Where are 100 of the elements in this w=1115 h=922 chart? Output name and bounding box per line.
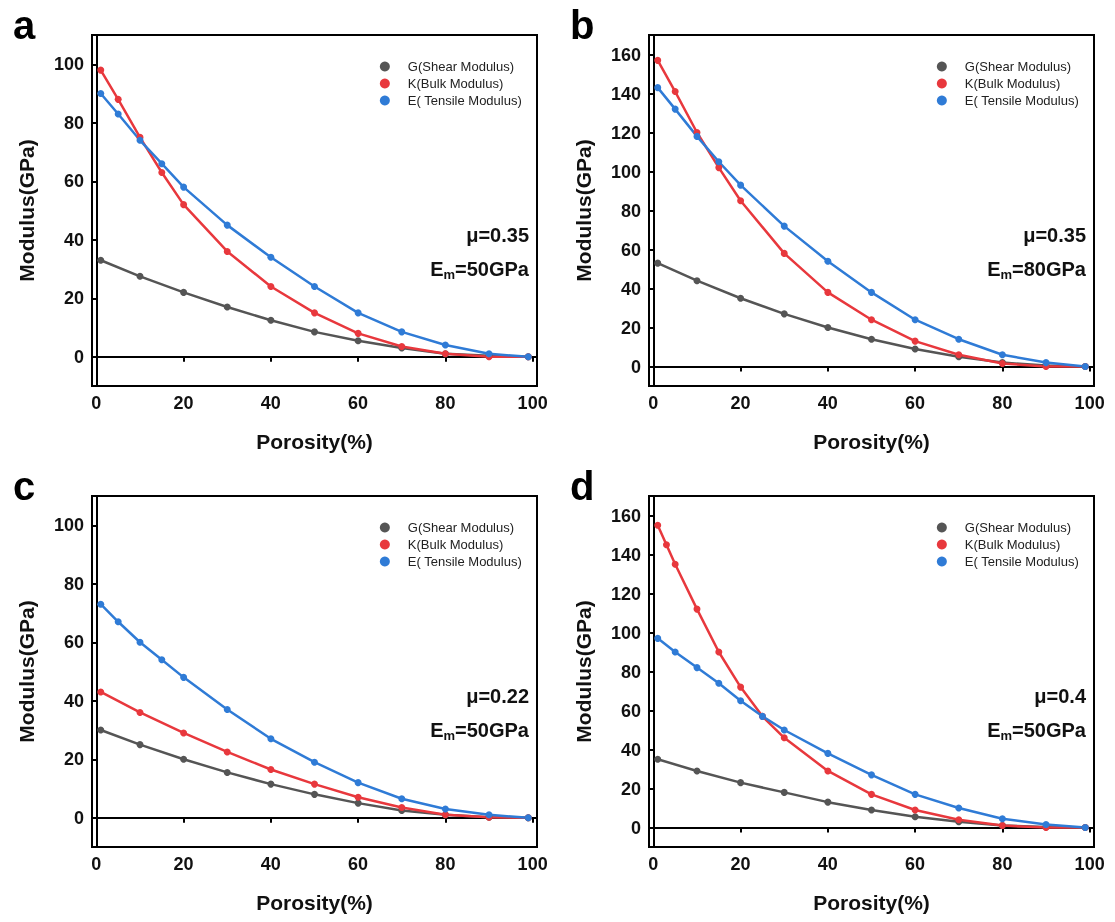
x-tick-label: 100 [1074,854,1105,874]
point [223,221,231,229]
point [824,767,832,775]
y-tick-label: 100 [610,161,641,182]
y-tick-label: 100 [53,54,84,75]
y-tick-label: 160 [610,44,641,65]
y-tick-label: 140 [610,544,641,565]
y-tick-label: 60 [620,700,641,721]
point [223,768,231,776]
point [267,253,275,261]
point [180,755,188,763]
point [693,664,701,672]
point [136,708,144,716]
point [158,160,166,168]
point [223,706,231,714]
point [715,158,723,166]
y-tick-label: 40 [63,229,84,250]
point [868,790,875,798]
point [441,341,449,349]
x-tick-label: 20 [173,393,194,413]
legend-label: G(Shear Modulus) [964,520,1072,535]
legend-label: K(Bulk Modulus) [964,537,1061,552]
point [180,729,188,737]
point [737,683,745,691]
point [671,105,679,113]
point [715,164,723,172]
point [158,656,166,664]
point [693,132,701,140]
point [398,795,406,803]
point [223,748,231,756]
point [780,222,788,230]
point [311,309,318,317]
x-tick-label: 100 [517,393,548,413]
y-axis-title: Modulus(GPa) [572,139,595,282]
y-tick-label: 120 [610,583,641,604]
point [911,813,919,821]
point [136,272,144,280]
y-tick-label: 20 [63,749,84,770]
point [780,726,788,734]
chart-title: b [570,3,595,47]
point [824,288,832,296]
point [136,741,144,749]
x-tick-label: 0 [91,393,102,413]
point [223,247,231,255]
x-tick-label: 60 [905,393,926,413]
y-tick-label: 20 [63,288,84,309]
point [824,257,832,265]
point [97,600,105,608]
x-tick-label: 40 [817,393,838,413]
x-tick-label: 80 [992,854,1013,874]
y-tick-label: 40 [620,278,641,299]
point [715,679,723,687]
y-axis-title: Modulus(GPa) [15,600,38,743]
point [180,183,188,191]
x-axis-title: Porosity(%) [256,430,373,453]
point [180,673,188,681]
annotation: μ=0.35 [466,224,529,246]
y-tick-label: 140 [610,83,641,104]
point [671,88,679,96]
point [354,779,362,787]
point [955,804,963,812]
point [671,560,679,568]
chart-title: a [13,3,36,47]
point [97,90,105,97]
point [654,56,662,64]
legend-label: K(Bulk Modulus) [407,537,504,552]
point [97,256,105,264]
point [158,168,166,176]
point [654,521,662,529]
x-tick-label: 0 [91,854,102,874]
x-tick-label: 0 [648,854,659,874]
point [97,688,105,696]
point [114,618,122,626]
y-axis-title: Modulus(GPa) [15,139,38,282]
x-axis-title: Porosity(%) [813,891,930,914]
x-tick-label: 80 [992,393,1013,413]
y-tick-label: 100 [610,622,641,643]
point [998,815,1006,823]
point [693,277,701,285]
point [267,780,275,788]
point [780,249,788,257]
x-tick-label: 80 [435,854,456,874]
legend-label: K(Bulk Modulus) [964,76,1061,91]
legend-label: G(Shear Modulus) [407,520,515,535]
legend-label: K(Bulk Modulus) [407,76,504,91]
point [824,749,832,757]
point [654,84,662,92]
y-tick-label: 80 [63,573,84,594]
point [267,735,275,743]
point [911,790,919,798]
point [868,288,875,296]
point [311,758,318,766]
point [780,734,788,742]
y-tick-label: 20 [620,778,641,799]
y-tick-label: 120 [610,122,641,143]
point [354,309,362,317]
point [223,303,231,311]
point [267,316,275,324]
point [868,771,875,779]
y-tick-label: 80 [620,200,641,221]
